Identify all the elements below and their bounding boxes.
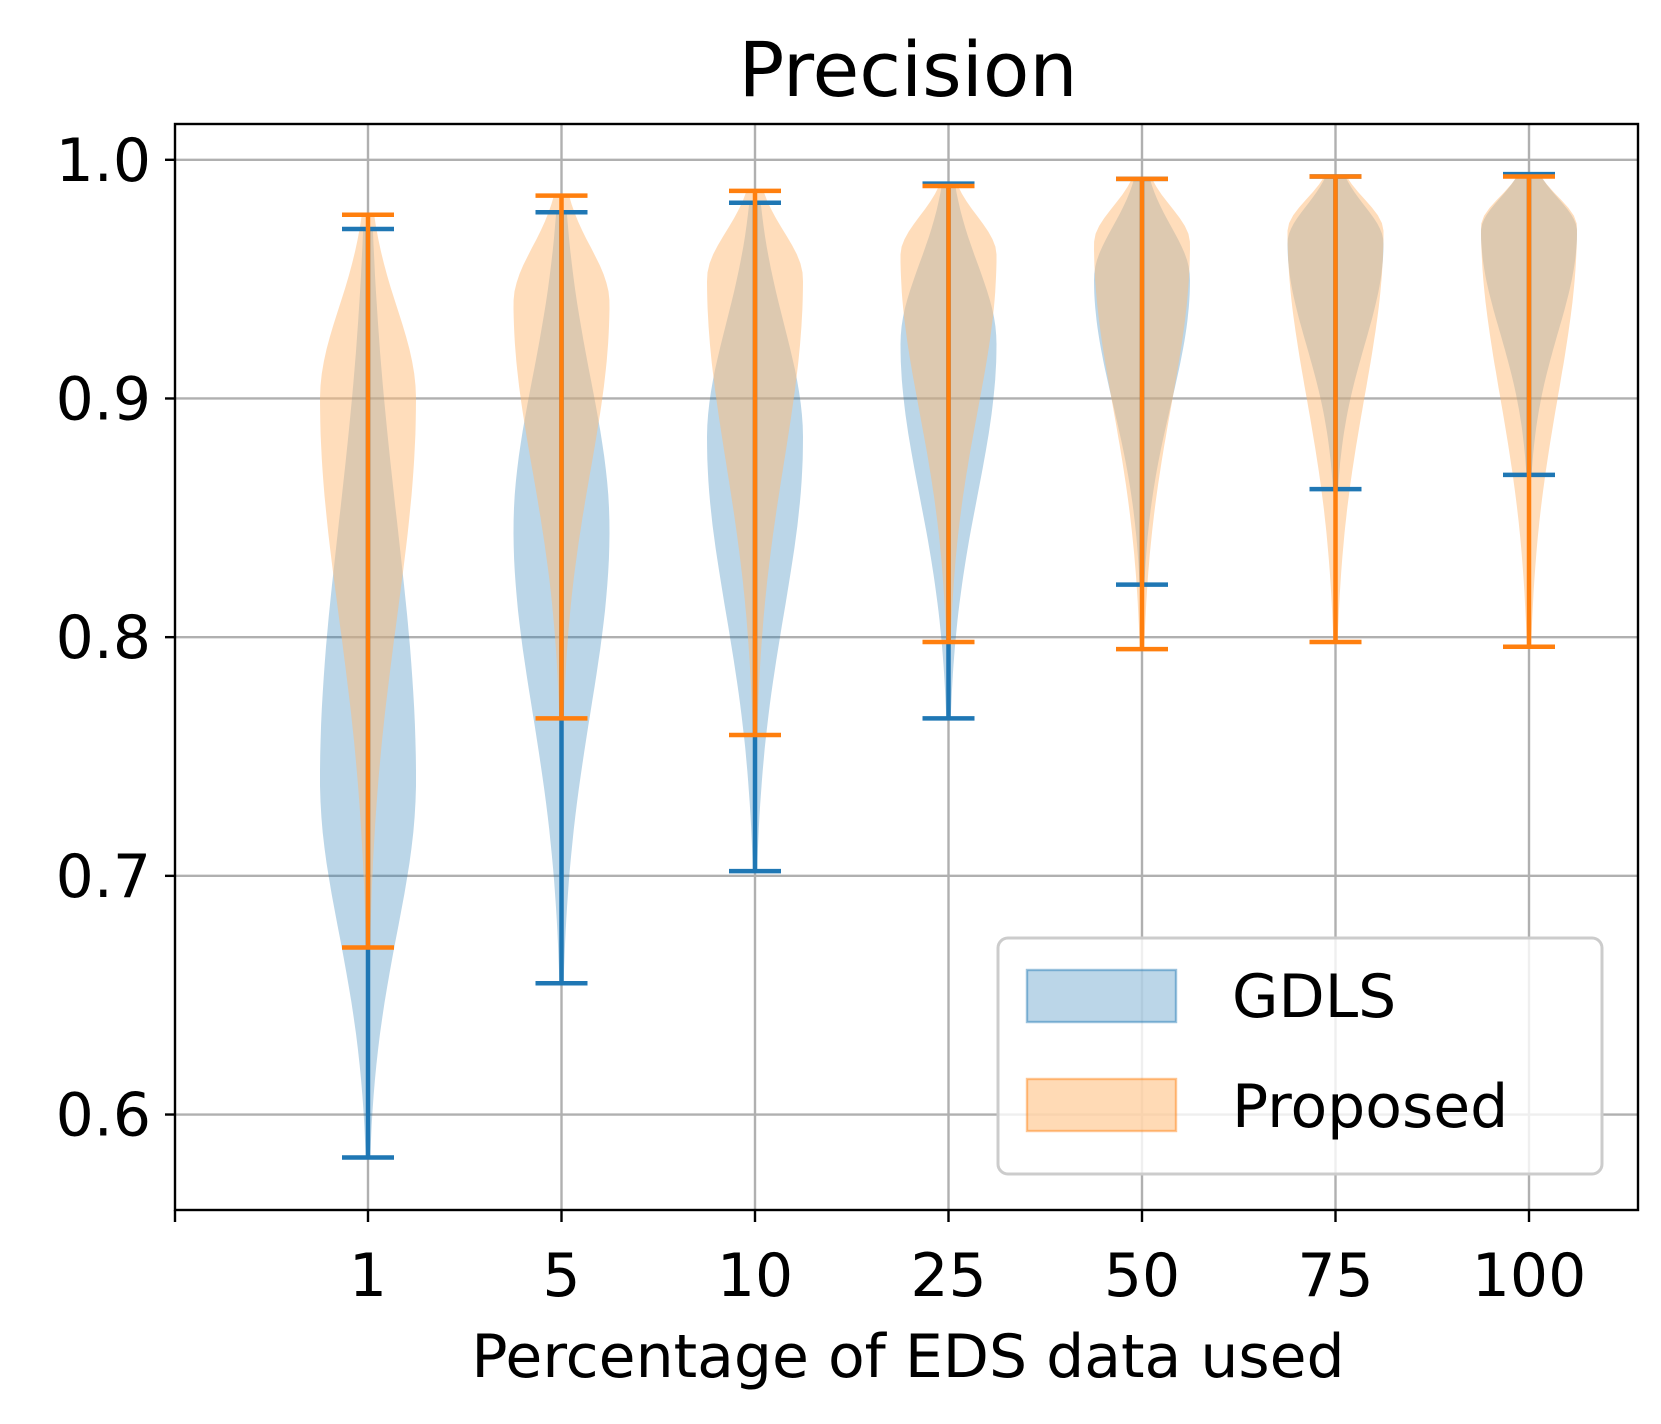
x-tick-label: 25 xyxy=(910,1241,986,1311)
x-tick-label: 75 xyxy=(1297,1241,1373,1311)
x-tick-label: 1 xyxy=(349,1241,387,1311)
legend-swatch-proposed xyxy=(1025,1077,1178,1133)
x-tick-label: 5 xyxy=(542,1241,580,1311)
legend-label-gdls: GDLS xyxy=(1232,962,1396,1032)
y-tick-label: 1.0 xyxy=(56,126,151,196)
y-tick-label: 0.8 xyxy=(56,603,151,673)
x-tick-label: 10 xyxy=(717,1241,793,1311)
plot-frame xyxy=(173,122,1640,1212)
whisker-layer xyxy=(342,171,1555,1160)
x-axis-label: Percentage of EDS data used xyxy=(471,1322,1344,1392)
y-tick-label: 0.7 xyxy=(56,842,151,912)
legend-swatch-gdls xyxy=(1025,968,1178,1024)
legend-label-proposed: Proposed xyxy=(1232,1072,1508,1142)
legend: GDLS Proposed xyxy=(996,936,1604,1176)
x-tick-label: 50 xyxy=(1104,1241,1180,1311)
tick-layer: 0.6 0.7 0.8 0.9 1.0 1 5 10 25 50 75 100 xyxy=(56,126,1587,1311)
y-tick-label: 0.6 xyxy=(56,1081,151,1151)
x-tick-label: 100 xyxy=(1472,1241,1587,1311)
chart-title: Precision xyxy=(738,25,1077,114)
y-tick-label: 0.9 xyxy=(56,364,151,434)
